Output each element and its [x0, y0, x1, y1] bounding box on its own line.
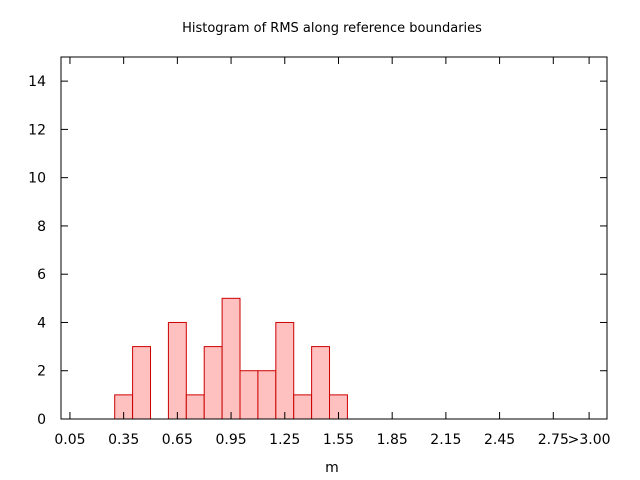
- histogram-bar-9: [275, 321, 295, 420]
- x-tick-label-0: 0.05: [54, 432, 85, 448]
- chart-title: Histogram of RMS along reference boundar…: [182, 21, 482, 36]
- histogram-bar-8: [257, 370, 277, 420]
- x-tick-label-1: 0.35: [108, 432, 139, 448]
- histogram-bar-10: [293, 394, 313, 420]
- histogram-bar-5: [203, 346, 223, 420]
- y-tick-label-0: 0: [37, 412, 46, 428]
- histogram-bar-3: [167, 321, 187, 420]
- x-axis-label: m: [325, 460, 339, 476]
- x-tick-label-9: 2.75: [538, 432, 569, 448]
- histogram-bar-1: [132, 346, 152, 420]
- histogram-bar-11: [311, 346, 331, 420]
- y-tick-label-3: 6: [37, 267, 46, 283]
- plot-frame: [60, 56, 608, 420]
- y-tick-label-4: 8: [37, 219, 46, 235]
- x-tick-label-7: 2.15: [430, 432, 461, 448]
- x-tick-label-5: 1.55: [323, 432, 354, 448]
- x-tick-label-3: 0.95: [215, 432, 246, 448]
- histogram-bar-4: [185, 394, 205, 420]
- x-tick-label-10: >3.00: [568, 432, 611, 448]
- y-axis: 0 2 4 6 8 10 12 14: [28, 74, 607, 428]
- x-tick-label-4: 1.25: [269, 432, 300, 448]
- y-tick-label-5: 10: [28, 171, 46, 187]
- bars-layer: [114, 297, 348, 420]
- y-tick-label-2: 4: [37, 315, 46, 331]
- y-tick-label-7: 14: [28, 74, 46, 90]
- y-tick-label-6: 12: [28, 122, 46, 138]
- x-tick-label-6: 1.85: [377, 432, 408, 448]
- y-tick-label-1: 2: [37, 364, 46, 380]
- histogram-bar-7: [239, 370, 259, 420]
- x-tick-label-8: 2.45: [484, 432, 515, 448]
- x-axis: 0.05 0.35 0.65 0.95 1.25 1.55 1.85 2.15 2.45 2.75…: [54, 57, 611, 448]
- x-tick-label-2: 0.65: [162, 432, 193, 448]
- histogram-bar-6: [221, 297, 241, 420]
